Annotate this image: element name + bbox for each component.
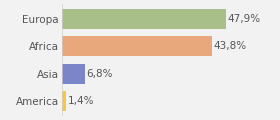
- Bar: [62, 9, 226, 29]
- Text: 47,9%: 47,9%: [228, 14, 261, 24]
- Bar: [62, 36, 212, 56]
- Text: 43,8%: 43,8%: [214, 41, 247, 51]
- Bar: [62, 91, 66, 111]
- Bar: [62, 64, 85, 84]
- Text: 1,4%: 1,4%: [68, 96, 95, 106]
- Text: 6,8%: 6,8%: [87, 69, 113, 79]
